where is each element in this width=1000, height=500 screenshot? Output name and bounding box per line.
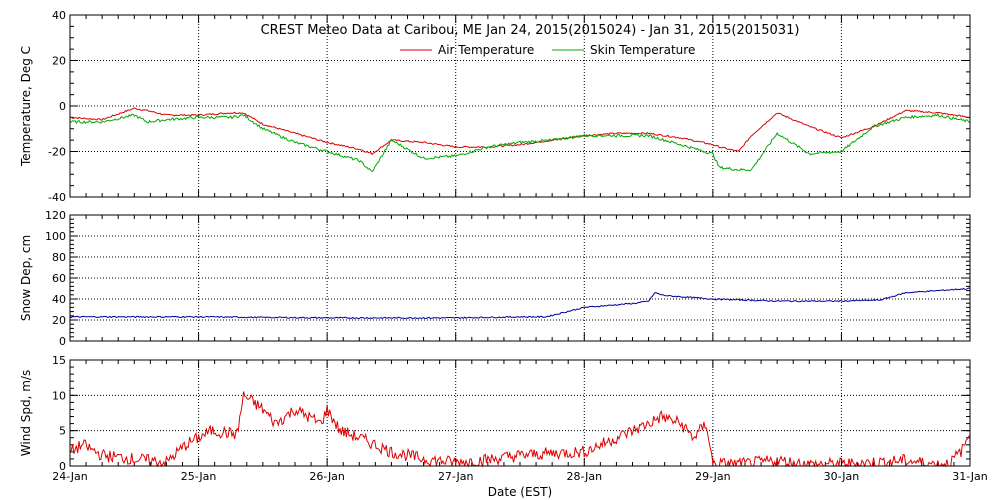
snow-depth-ytick-label: 60	[52, 272, 66, 285]
wind-speed-series-line-0	[69, 391, 971, 468]
temperature-series-line-0	[70, 107, 971, 156]
snow-depth-ytick-label: 100	[45, 230, 66, 243]
temperature-series-line-1	[69, 112, 971, 173]
snow-depth-plot-frame	[69, 214, 971, 342]
temperature-ytick-label: -40	[48, 191, 66, 204]
snow-depth-ytick-label: 20	[52, 314, 66, 327]
wind-speed-plot-frame	[69, 359, 971, 467]
snow-depth-y-axis-title: Snow Dep, cm	[19, 235, 33, 321]
wind-speed-ytick-label: 10	[52, 389, 66, 402]
legend-air-label: Air Temperature	[438, 43, 534, 57]
legend: Air Temperature Skin Temperature	[400, 43, 695, 57]
snow-depth-series-line-0	[69, 287, 971, 320]
chart-title: CREST Meteo Data at Caribou, ME Jan 24, …	[261, 23, 800, 38]
snow-depth-ytick-label: 120	[45, 209, 66, 222]
snow-depth-ytick-label: 40	[52, 293, 66, 306]
wind-speed-ytick-label: 5	[59, 425, 66, 438]
temperature-ytick-label: -20	[48, 146, 66, 159]
legend-skin-label: Skin Temperature	[590, 43, 695, 57]
temperature-plot-frame	[69, 14, 971, 198]
x-tick-label: 25-Jan	[181, 470, 217, 483]
x-tick-label: 26-Jan	[309, 470, 345, 483]
x-tick-label: 30-Jan	[824, 470, 860, 483]
temperature-ytick-label: 40	[52, 9, 66, 22]
temperature-ytick-label: 0	[59, 100, 66, 113]
x-tick-label: 28-Jan	[567, 470, 603, 483]
x-tick-label: 27-Jan	[438, 470, 474, 483]
wind-speed-ytick-label: 0	[59, 460, 66, 473]
snow-depth-ytick-label: 80	[52, 251, 66, 264]
wind-speed-y-axis-title: Wind Spd, m/s	[19, 370, 33, 456]
x-tick-label: 24-Jan	[52, 470, 88, 483]
x-tick-label: 31-Jan	[952, 470, 988, 483]
x-tick-label: 29-Jan	[695, 470, 731, 483]
temperature-y-axis-title: Temperature, Deg C	[19, 46, 33, 167]
temperature-ytick-label: 20	[52, 55, 66, 68]
x-axis-title: Date (EST)	[488, 485, 552, 499]
wind-speed-ytick-label: 15	[52, 354, 66, 367]
snow-depth-ytick-label: 0	[59, 335, 66, 348]
